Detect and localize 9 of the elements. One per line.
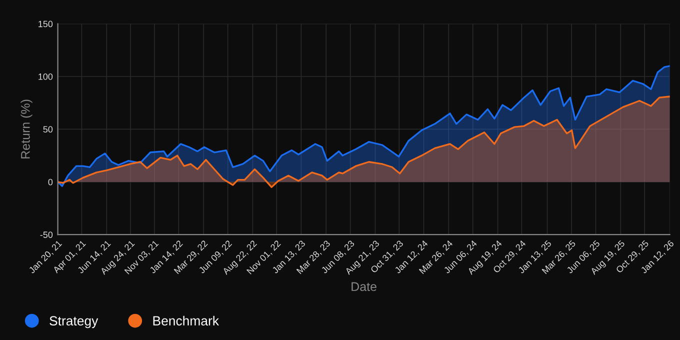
legend-label: Strategy <box>50 316 98 328</box>
y-tick-label: 150 <box>38 20 53 28</box>
y-tick-label: -50 <box>40 232 53 238</box>
y-tick-label: 50 <box>43 126 53 133</box>
y-tick-label: 100 <box>38 73 53 80</box>
x-axis-title: Date <box>352 282 376 292</box>
legend-label: Benchmark <box>153 316 220 326</box>
y-axis-title: Return (%) <box>20 100 32 158</box>
y-tick-label: 0 <box>48 178 53 186</box>
